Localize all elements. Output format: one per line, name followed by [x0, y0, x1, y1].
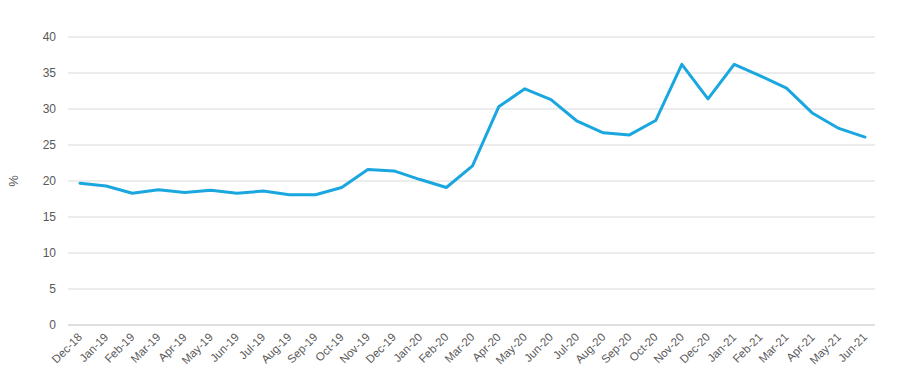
y-tick-label: 20 [43, 174, 57, 188]
grid-line [68, 37, 875, 38]
x-tick-label: May-19 [179, 331, 215, 367]
grid-line [68, 145, 875, 146]
chart-svg: 0510152025303540%Dec-18Jan-19Feb-19Mar-1… [0, 0, 900, 389]
grid [68, 37, 875, 325]
x-tick-label: Mar-20 [443, 331, 477, 365]
y-tick-label: 5 [49, 282, 56, 296]
x-tick-label: Dec-18 [50, 331, 85, 366]
grid-line [68, 109, 875, 110]
x-tick-label: Dec-19 [364, 331, 399, 366]
grid-line [68, 325, 875, 326]
x-tick-label: Mar-19 [129, 331, 163, 365]
grid-line [68, 217, 875, 218]
x-tick-label: Jun-20 [522, 331, 555, 364]
x-tick-label: Sep-20 [599, 331, 634, 366]
y-tick-label: 30 [43, 102, 57, 116]
chart-container: 0510152025303540%Dec-18Jan-19Feb-19Mar-1… [0, 0, 900, 389]
x-tick-label: Jun-21 [836, 331, 869, 364]
grid-line [68, 289, 875, 290]
y-tick-label: 25 [43, 138, 57, 152]
x-tick-label: Dec-20 [678, 331, 713, 366]
data-line [80, 64, 865, 194]
x-tick-label: Mar-21 [757, 331, 791, 365]
x-tick-label: May-20 [493, 331, 529, 367]
x-tick-label: Jun-19 [208, 331, 241, 364]
y-tick-label: 15 [43, 210, 57, 224]
y-tick-label: 10 [43, 246, 57, 260]
x-tick-label: Sep-19 [285, 331, 320, 366]
grid-line [68, 181, 875, 182]
grid-line [68, 253, 875, 254]
data-group [80, 64, 865, 194]
y-axis-label: % [6, 175, 21, 187]
y-tick-label: 35 [43, 66, 57, 80]
x-tick-label: May-21 [807, 331, 843, 367]
y-tick-label: 0 [49, 318, 56, 332]
y-tick-label: 40 [43, 30, 57, 44]
